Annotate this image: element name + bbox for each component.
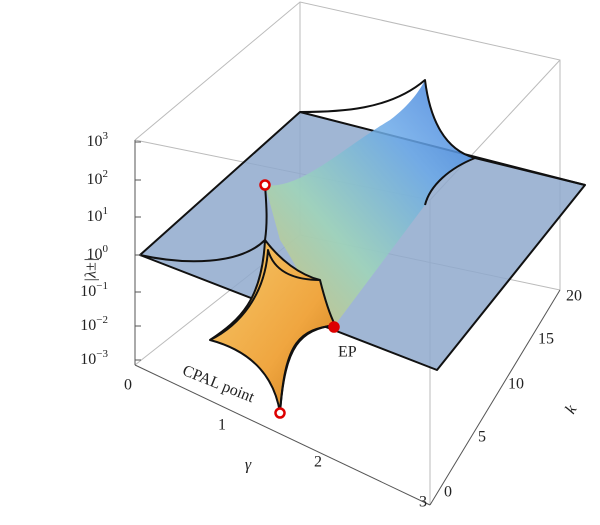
tick-exponent: 0 (103, 243, 109, 255)
points (259, 179, 340, 419)
surface (139, 79, 586, 414)
tick-exponent: −1 (96, 280, 108, 292)
k-tick-label: 0 (444, 484, 452, 501)
k-tick-label: 5 (478, 429, 486, 446)
gamma-tick-label: 3 (419, 494, 427, 511)
tick-base: 10 (87, 246, 103, 263)
tick-base: 10 (87, 208, 103, 225)
tick-base: 10 (80, 351, 96, 368)
gamma-tick-label: 2 (314, 454, 322, 471)
z-tick-label: 10−3 (80, 348, 108, 368)
tick-base: 10 (80, 317, 96, 334)
k-tick-label: 15 (538, 331, 554, 348)
tick-base: 10 (87, 133, 103, 150)
axis-label: γ (245, 457, 252, 474)
axis-label: |λ±| (83, 258, 100, 283)
z-tick-label: 103 (87, 130, 109, 150)
k-tick-label: 10 (508, 376, 524, 393)
tick-exponent: 2 (103, 168, 109, 180)
annotation: CPAL point (180, 362, 257, 406)
k-tick-label: 20 (566, 288, 582, 305)
axes (134, 140, 561, 506)
tick-base: 10 (80, 283, 96, 300)
tick-exponent: −2 (96, 314, 108, 326)
gamma-tick-label: 1 (218, 417, 226, 434)
z-tick-label: 100 (87, 243, 109, 263)
tick-exponent: 3 (103, 130, 109, 142)
tick-exponent: −3 (96, 348, 108, 360)
tick-exponent: 1 (103, 205, 109, 217)
gamma-tick-label: 0 (124, 377, 132, 394)
tick-base: 10 (87, 171, 103, 188)
annotation: EP (338, 344, 357, 361)
z-tick-label: 10−2 (80, 314, 108, 334)
z-tick-label: 10−1 (80, 280, 108, 300)
z-tick-label: 101 (87, 205, 109, 225)
z-tick-label: 102 (87, 168, 109, 188)
axis-label: k (562, 401, 581, 416)
